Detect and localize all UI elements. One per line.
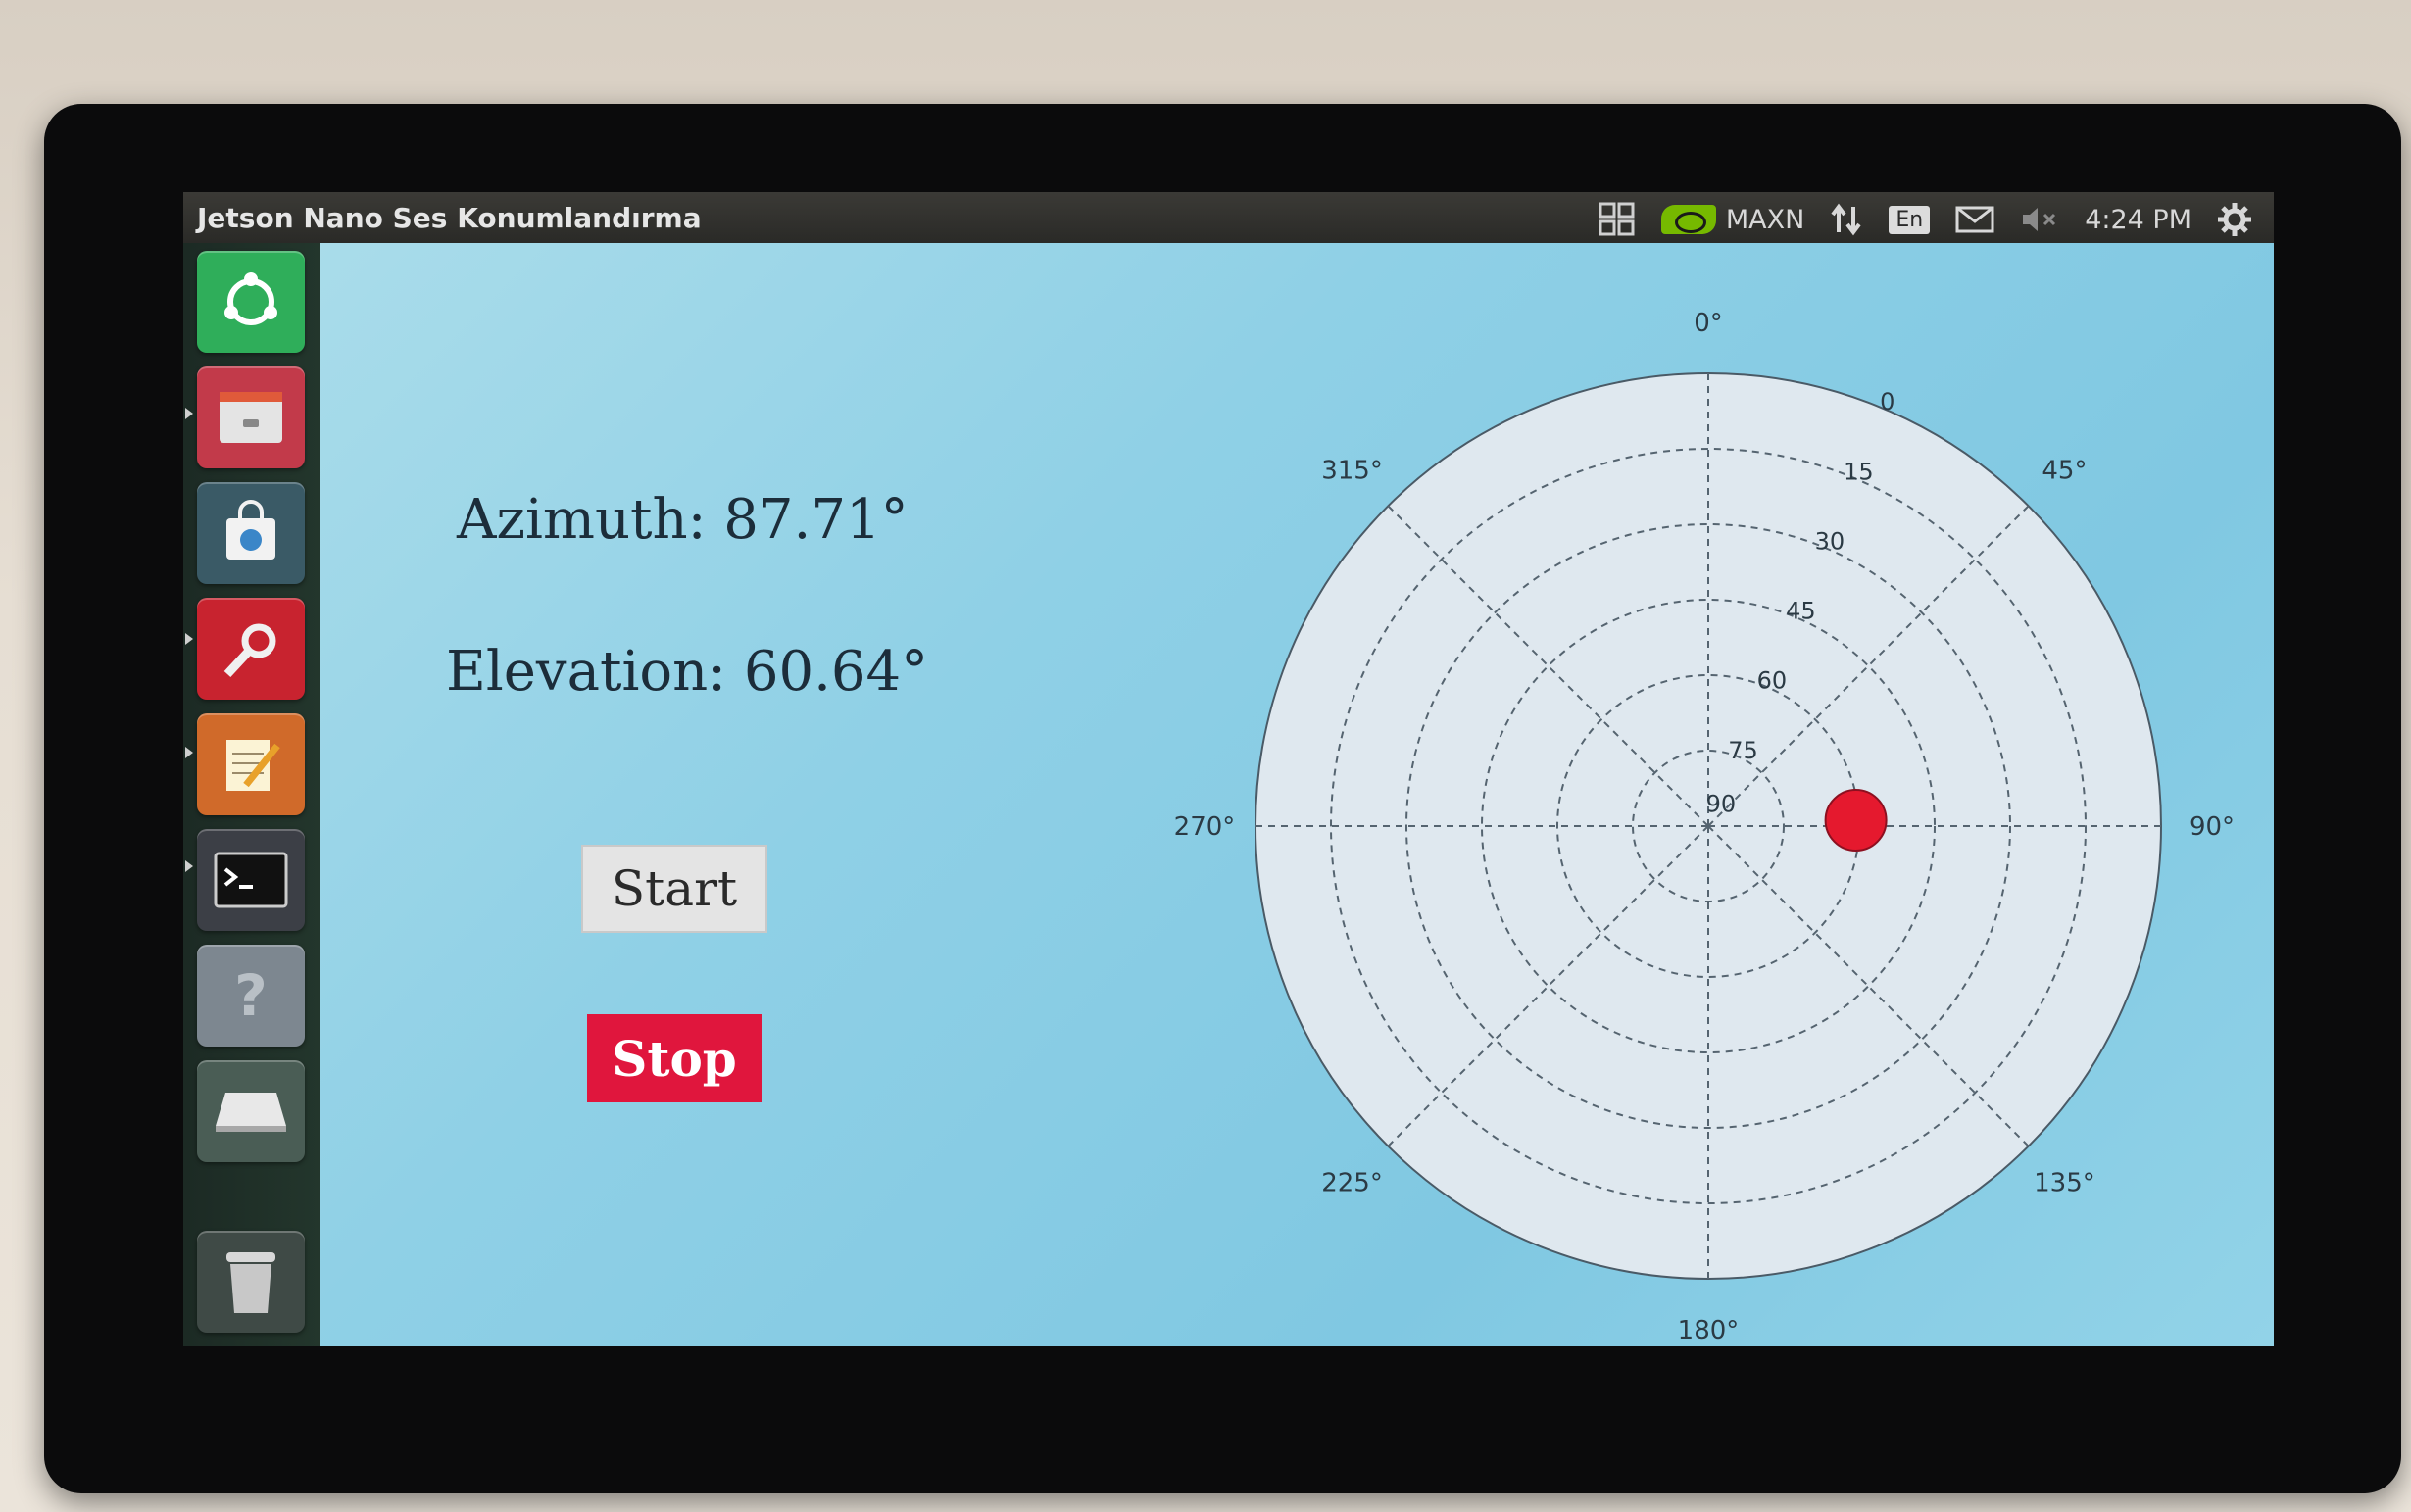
running-indicator [185, 747, 193, 758]
theta-tick-label: 180° [1678, 1316, 1740, 1345]
workspaces-icon[interactable] [1599, 202, 1636, 237]
software-center-button[interactable] [197, 482, 305, 584]
sound-source-marker [1824, 788, 1888, 852]
launcher: ? [183, 243, 320, 1346]
theta-tick-label: 270° [1174, 812, 1236, 842]
radial-gridline [1405, 523, 2011, 1129]
indicator-area: MAXN En 4:24 PM [1599, 200, 2252, 239]
ubuntu-dash-button[interactable] [197, 251, 305, 353]
start-button[interactable]: Start [581, 845, 767, 933]
wrench-gear-icon [223, 623, 276, 678]
files-button[interactable] [197, 366, 305, 468]
help-button[interactable]: ? [197, 945, 305, 1047]
running-indicator [185, 408, 193, 419]
question-mark-icon: ? [234, 962, 268, 1029]
window-title: Jetson Nano Ses Konumlandırma [197, 202, 702, 234]
drive-button[interactable] [197, 1060, 305, 1162]
power-mode-label: MAXN [1725, 204, 1805, 235]
radial-gridline [1330, 448, 2087, 1204]
top-panel: Jetson Nano Ses Konumlandırma MAXN En 4:… [183, 192, 2274, 243]
r-tick-label: 45 [1786, 598, 1816, 625]
network-icon[interactable] [1830, 203, 1863, 236]
r-tick-label: 15 [1844, 458, 1874, 485]
main-content: Azimuth: 87.71° Elevation: 60.64° Start … [320, 243, 2274, 1346]
screen: Jetson Nano Ses Konumlandırma MAXN En 4:… [183, 192, 2274, 1346]
azimuth-readout: Azimuth: 87.71° [457, 488, 909, 552]
power-mode-indicator[interactable]: MAXN [1660, 204, 1805, 235]
file-cabinet-icon [220, 392, 282, 443]
system-settings-button[interactable] [197, 598, 305, 700]
text-editor-button[interactable] [197, 713, 305, 815]
settings-gear-icon[interactable] [2217, 202, 2252, 237]
stop-button[interactable]: Stop [587, 1014, 762, 1102]
keyboard-layout-label: En [1889, 205, 1931, 234]
theta-tick-label: 90° [2190, 812, 2235, 842]
terminal-icon [214, 852, 288, 908]
volume-muted-icon[interactable] [2020, 205, 2059, 234]
theta-tick-label: 0° [1694, 309, 1723, 338]
r-tick-label: 30 [1815, 527, 1845, 555]
theta-tick-label: 45° [2042, 457, 2087, 486]
theta-tick-label: 315° [1321, 457, 1383, 486]
theta-tick-label: 135° [2034, 1168, 2095, 1197]
ubuntu-logo-icon [224, 272, 277, 325]
r-tick-label: 75 [1728, 737, 1758, 764]
r-tick-label: 0 [1880, 388, 1894, 415]
r-tick-label: 60 [1757, 667, 1788, 695]
terminal-button[interactable] [197, 829, 305, 931]
keyboard-layout-indicator[interactable]: En [1889, 205, 1931, 234]
running-indicator [185, 633, 193, 645]
clock[interactable]: 4:24 PM [2085, 204, 2191, 235]
mail-icon[interactable] [1955, 206, 1994, 233]
elevation-readout: Elevation: 60.64° [446, 640, 929, 704]
running-indicator [185, 860, 193, 872]
drive-icon [216, 1093, 286, 1132]
trash-button[interactable] [197, 1231, 305, 1333]
trash-icon [226, 1252, 275, 1313]
shopping-bag-icon [226, 500, 275, 560]
radial-gridline [1632, 750, 1785, 902]
radial-gridline [1481, 599, 1936, 1053]
notepad-pencil-icon [226, 740, 280, 791]
theta-tick-label: 225° [1321, 1168, 1383, 1197]
nvidia-icon [1660, 205, 1716, 234]
polar-plot: 0° 45° 90° 135° 180° 225° 270° 315° 0 15 30 45 60 75 9… [1174, 309, 2235, 1345]
r-tick-label: 90 [1706, 790, 1737, 817]
